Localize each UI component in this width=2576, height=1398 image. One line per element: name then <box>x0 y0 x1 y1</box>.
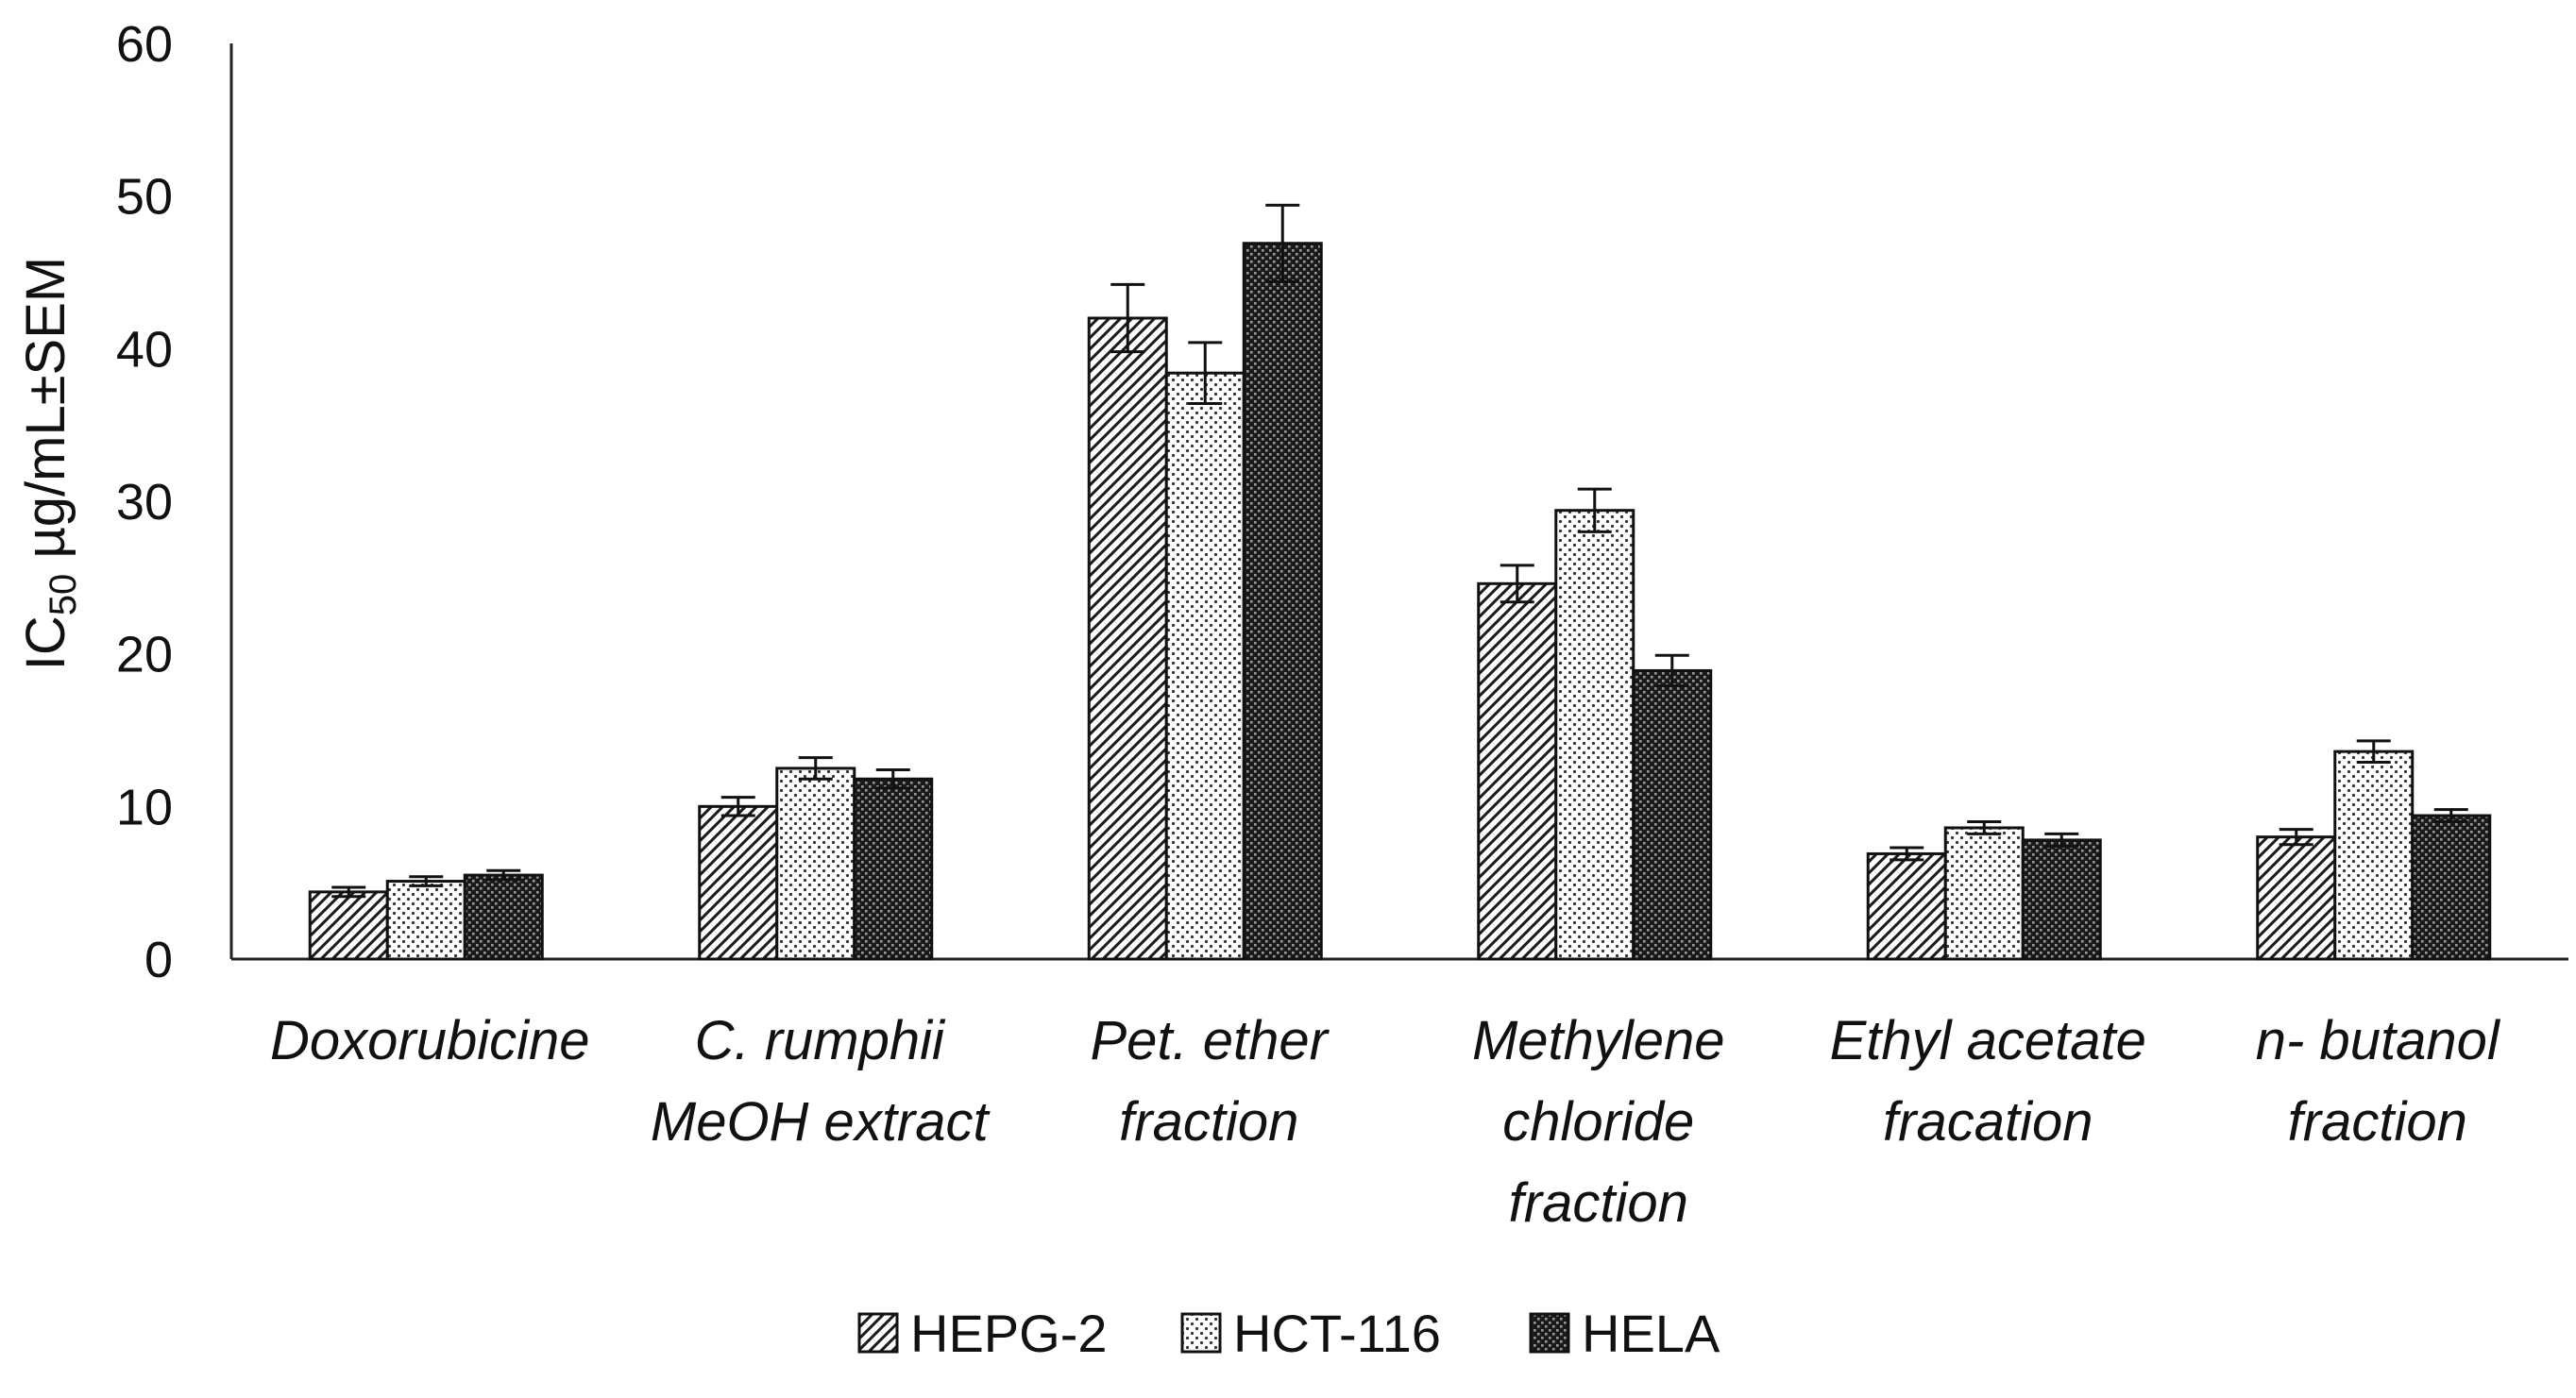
bar-hepg-2-2 <box>1087 316 1168 961</box>
bar-hela-3 <box>1632 668 1713 961</box>
x-category-label: chloride <box>1502 1091 1694 1153</box>
bar-hela-5 <box>2411 814 2492 961</box>
bar-hepg-2-3 <box>1477 581 1558 961</box>
y-axis-label: IC50 µg/mL±SEM <box>15 257 84 671</box>
x-category-label: C. rumphii <box>695 1010 946 1071</box>
bar-hepg-2-0 <box>308 890 389 961</box>
y-tick-label: 30 <box>116 474 173 531</box>
y-axis-title-main: IC <box>15 615 76 670</box>
y-tick-label: 60 <box>116 16 173 73</box>
bar-hepg-2-4 <box>1866 851 1947 961</box>
bar-hepg-2-1 <box>698 804 779 961</box>
legend-swatch-hepg-2 <box>857 1312 899 1354</box>
x-category-label: n- butanol <box>2256 1010 2501 1071</box>
bar-hct-116-4 <box>1943 826 2025 961</box>
legend-label-hepg-2: HEPG-2 <box>910 1304 1108 1363</box>
x-category-label: fracation <box>1883 1091 2093 1153</box>
legend-label-hct-116: HCT-116 <box>1233 1304 1441 1363</box>
y-axis-title: IC50 µg/mL±SEM <box>15 257 84 671</box>
y-axis-title-rest: µg/mL±SEM <box>15 257 76 574</box>
legend: HEPG-2 HCT-116 HELA <box>857 1304 1720 1363</box>
bar-hct-116-3 <box>1554 509 1635 961</box>
y-tick-label: 10 <box>116 779 173 835</box>
bar-hela-0 <box>463 873 544 961</box>
x-category-label: Pet. ether <box>1091 1010 1330 1071</box>
y-tick-label: 20 <box>116 627 173 683</box>
y-axis-title-sub: 50 <box>42 574 84 616</box>
x-category-label: fraction <box>1509 1172 1688 1234</box>
bar-hela-2 <box>1242 242 1323 961</box>
x-category-label: Doxorubicine <box>270 1010 590 1071</box>
bar-hct-116-1 <box>775 766 856 961</box>
x-category-label: Ethyl acetate <box>1830 1010 2146 1071</box>
y-tick-label: 50 <box>116 169 173 226</box>
category-labels: Doxorubicine C. rumphii MeOH extract Pet. e… <box>270 1010 2501 1234</box>
bar-hepg-2-5 <box>2256 835 2337 961</box>
bar-hct-116-0 <box>385 880 466 961</box>
bars <box>308 203 2492 961</box>
bar-hct-116-5 <box>2333 750 2415 961</box>
x-category-label: fraction <box>1119 1091 1298 1153</box>
legend-swatch-hela <box>1529 1312 1570 1354</box>
x-category-label: Methylene <box>1472 1010 1725 1071</box>
bar-hela-1 <box>853 777 934 961</box>
legend-label-hela: HELA <box>1582 1304 1720 1363</box>
y-tick-label: 40 <box>116 321 173 378</box>
axes: 0 10 20 30 40 50 60 <box>116 16 2568 988</box>
x-category-label: fraction <box>2288 1091 2467 1153</box>
bar-hct-116-2 <box>1164 371 1246 961</box>
bar-hela-4 <box>2021 838 2102 961</box>
legend-swatch-hct-116 <box>1180 1312 1222 1354</box>
x-category-label: MeOH extract <box>651 1091 991 1153</box>
y-tick-label: 0 <box>144 932 173 988</box>
